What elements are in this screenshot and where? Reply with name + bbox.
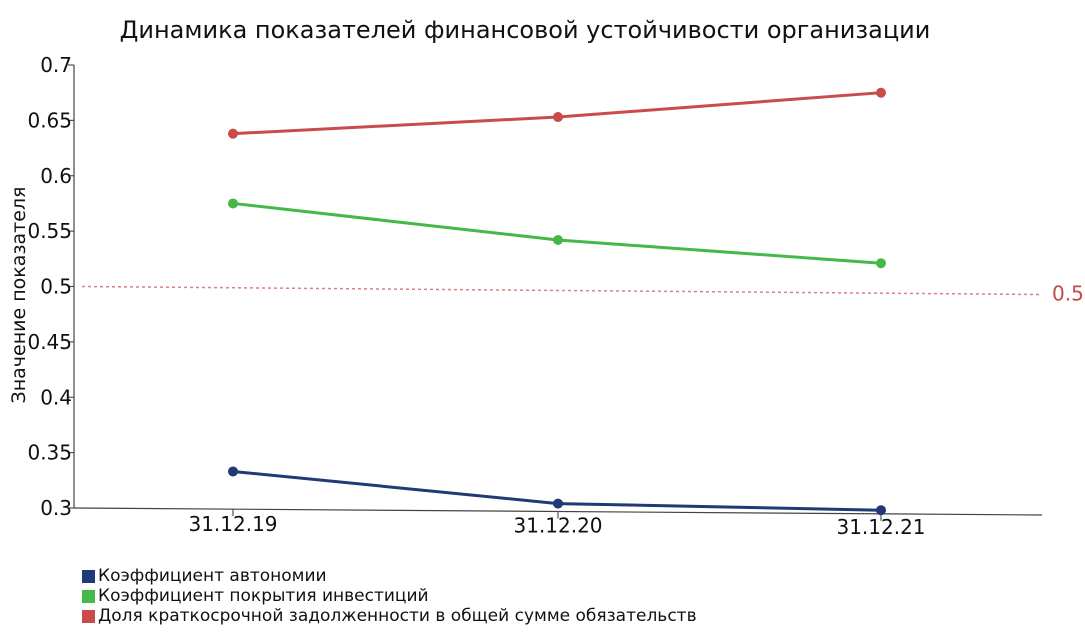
series-point-1 (876, 505, 886, 516)
y-tick-label: 0.7 (40, 53, 72, 77)
x-ticks: 31.12.19 31.12.20 31.12.21 (188, 509, 926, 539)
series-line-2 (231, 201, 883, 265)
series-point-3 (228, 128, 238, 139)
series-layer (228, 87, 886, 516)
legend-item: Коэффициент покрытия инвестиций (82, 586, 697, 606)
legend-swatch (82, 569, 95, 583)
y-tick-label: 0.55 (27, 219, 72, 243)
legend-label: Коэффициент автономии (98, 566, 327, 586)
chart-title: Динамика показателей финансовой устойчив… (120, 16, 931, 44)
series-point-2 (553, 234, 563, 245)
y-tick-label: 0.6 (40, 164, 72, 188)
series-point-1 (228, 466, 238, 477)
series-point-1 (553, 498, 563, 509)
series-point-3 (553, 112, 563, 123)
legend-swatch (82, 589, 95, 603)
legend-label: Доля краткосрочной задолженности в общей… (98, 606, 697, 626)
legend-item: Коэффициент автономии (82, 566, 697, 586)
series-point-3 (876, 87, 886, 98)
legend-swatch (82, 609, 95, 623)
reference-line (81, 285, 1041, 296)
x-tick-label: 31.12.20 (513, 514, 602, 538)
chart-legend: Коэффициент автономии Коэффициент покрыти… (82, 566, 697, 626)
reference-line-label: 0.5 (1052, 282, 1084, 306)
y-ticks: 0.3 0.35 0.4 0.45 0.5 0.55 0.6 0.65 0.7 (27, 53, 74, 520)
y-axis-label: Значение показателя (8, 187, 30, 404)
y-tick-label: 0.3 (40, 496, 72, 520)
y-tick-label: 0.4 (40, 385, 72, 409)
y-tick-label: 0.5 (40, 275, 72, 299)
legend-label: Коэффициент покрытия инвестиций (98, 586, 429, 606)
x-tick-label: 31.12.19 (188, 512, 277, 536)
y-tick-label: 0.65 (27, 108, 72, 132)
y-tick-label: 0.35 (27, 441, 72, 465)
x-tick-label: 31.12.21 (836, 515, 925, 539)
series-point-2 (228, 198, 238, 209)
y-tick-label: 0.45 (27, 330, 72, 354)
series-point-2 (876, 258, 886, 269)
legend-item: Доля краткосрочной задолженности в общей… (82, 606, 697, 626)
